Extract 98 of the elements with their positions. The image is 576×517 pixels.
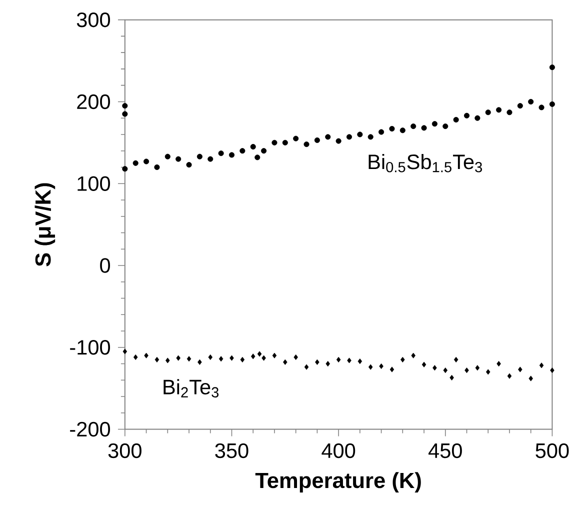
point [283, 360, 288, 366]
point [410, 124, 416, 130]
point [464, 113, 470, 119]
point [186, 162, 192, 168]
point [326, 361, 330, 367]
x-tick-label: 400 [322, 444, 356, 458]
y-tick-label: -100 [70, 340, 110, 355]
point [464, 368, 469, 374]
y-tick-label: 200 [77, 94, 110, 110]
point [443, 368, 448, 374]
point [496, 107, 502, 113]
point [539, 362, 544, 368]
point [378, 129, 384, 136]
y-tick-label: -200 [70, 422, 110, 437]
point [250, 144, 256, 150]
point [315, 360, 320, 366]
point [422, 362, 426, 368]
point [474, 116, 480, 122]
point [506, 110, 512, 116]
point [294, 354, 298, 360]
point [186, 356, 192, 362]
point [132, 160, 138, 166]
point [122, 348, 128, 354]
point [421, 125, 427, 131]
point [346, 134, 352, 140]
point [450, 375, 454, 381]
point [122, 166, 128, 172]
point [272, 140, 278, 146]
point [347, 358, 352, 364]
point [454, 357, 458, 363]
point [257, 351, 262, 357]
point [486, 369, 490, 375]
point [166, 358, 170, 364]
point [517, 103, 523, 109]
point [550, 368, 554, 374]
point [442, 124, 448, 130]
x-axis-title: Temperature (K) [255, 472, 421, 493]
point [218, 150, 224, 156]
point [304, 364, 309, 370]
point [176, 156, 182, 162]
point [164, 154, 170, 160]
point [358, 358, 362, 364]
point [228, 152, 235, 158]
series-label: Bi$_{2}$Te$_{3}$ [164, 379, 219, 398]
series-label: Bi$_{0.5}$Sb$_{1.5}$Te$_{3}$ [368, 154, 482, 173]
point [198, 360, 202, 366]
x-tick-label: 350 [215, 444, 248, 458]
point [254, 154, 260, 160]
point [368, 134, 374, 140]
point [240, 148, 246, 154]
point [528, 99, 534, 105]
point [208, 156, 214, 162]
point [538, 104, 544, 110]
point [485, 110, 491, 116]
point [475, 365, 480, 371]
point [304, 142, 310, 148]
point [400, 357, 405, 363]
point [272, 353, 277, 359]
point [432, 365, 437, 371]
point [336, 138, 342, 144]
point [411, 353, 416, 359]
y-tick-label: 300 [76, 12, 110, 28]
point [261, 148, 267, 154]
point [122, 103, 128, 109]
point [400, 128, 406, 134]
point [144, 353, 148, 359]
point [368, 364, 373, 370]
point [144, 158, 150, 165]
point [357, 132, 363, 138]
point [250, 354, 256, 360]
point [379, 364, 384, 370]
point [496, 361, 501, 367]
point [314, 138, 320, 144]
point [325, 134, 331, 140]
point [240, 357, 245, 363]
point [389, 126, 395, 132]
point [507, 374, 512, 380]
point [154, 164, 160, 170]
point [282, 140, 288, 146]
point [549, 102, 555, 108]
point [218, 356, 224, 362]
y-tick-label: 0 [100, 258, 110, 274]
x-tick-label: 500 [536, 444, 569, 458]
point [432, 121, 438, 127]
point [154, 357, 160, 363]
point [390, 366, 394, 373]
x-tick-label: 300 [108, 444, 142, 458]
point [196, 154, 202, 160]
point [293, 136, 299, 142]
point [549, 64, 555, 70]
point [453, 117, 459, 123]
point [208, 354, 213, 360]
point [133, 354, 138, 360]
point [336, 357, 341, 363]
y-axis-title: S (μV/K) [34, 183, 56, 267]
x-tick-label: 450 [428, 444, 462, 458]
y-tick-label: 100 [78, 176, 110, 192]
point [122, 111, 128, 118]
